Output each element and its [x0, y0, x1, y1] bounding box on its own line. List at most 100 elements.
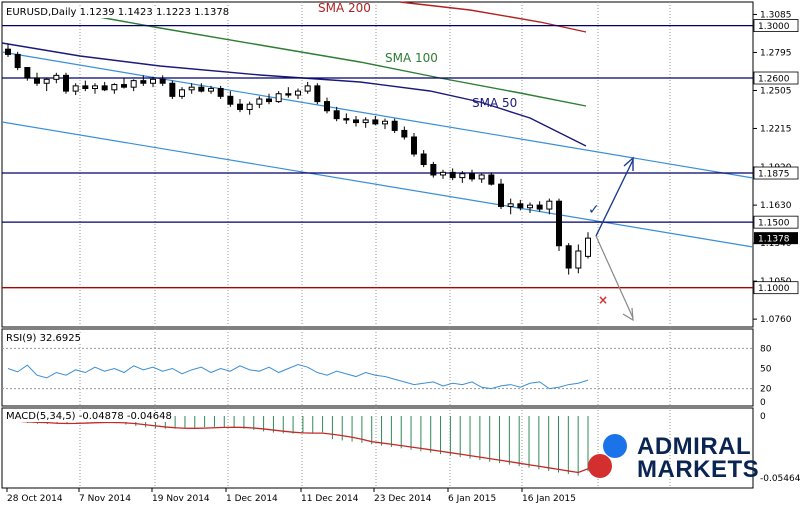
candle-body — [343, 118, 350, 121]
candle-body — [440, 171, 446, 176]
x-axis-date-label: 19 Nov 2014 — [152, 494, 210, 504]
sma200-label: SMA 200 — [318, 1, 371, 15]
x-axis-date-label: 1 Dec 2014 — [226, 494, 278, 504]
x-axis-date-label: 11 Dec 2014 — [301, 494, 359, 504]
level-price-label: 1.1000 — [758, 284, 790, 294]
price-tick-label: 1.0760 — [760, 315, 792, 325]
channel-upper-line — [1, 51, 754, 179]
candle-body — [24, 67, 31, 79]
candle-body — [198, 86, 205, 92]
rsi-tick-label: 80 — [760, 344, 772, 354]
candle-body — [101, 85, 108, 91]
level-price-box — [753, 19, 799, 32]
channel-lower-line — [1, 121, 754, 248]
rsi-tick-label: 20 — [760, 385, 772, 395]
candle-body — [382, 120, 388, 125]
candle-body — [43, 78, 50, 84]
candle-body — [150, 78, 156, 84]
current-price-label: 1.1378 — [758, 235, 790, 245]
candle-body — [527, 204, 533, 209]
candle-body — [72, 85, 79, 92]
x-axis-date-label: 23 Dec 2014 — [374, 494, 432, 504]
rsi-tick-label: 0 — [760, 398, 766, 408]
candle-body — [295, 90, 301, 96]
macd-tick-label: -0.05464 — [760, 474, 800, 484]
candle-body — [536, 204, 543, 210]
x-axis-date-label: 6 Jan 2015 — [448, 494, 496, 504]
bearish-arrow-head — [622, 307, 634, 322]
bullish-scenario-arrow — [595, 159, 634, 237]
x-axis-date-label: 28 Oct 2014 — [7, 494, 63, 504]
chart-header: EURUSD,Daily 1.1239 1.1423 1.1223 1.1378 — [4, 7, 232, 18]
candle-body — [401, 129, 408, 138]
price-tick-label: 1.2215 — [760, 124, 792, 134]
candle-body — [111, 84, 118, 91]
sma200-line — [399, 1, 587, 33]
candle-body — [159, 78, 166, 84]
candle-body — [140, 80, 147, 84]
logo-word-admiral: ADMIRAL — [637, 433, 752, 460]
candle-body — [324, 101, 330, 112]
candle-body — [362, 119, 369, 124]
candle-body — [333, 110, 340, 120]
candle-body — [188, 86, 195, 91]
candle-body — [34, 77, 40, 84]
candle-body — [507, 203, 514, 207]
rsi-line — [7, 363, 589, 390]
candle-body — [5, 48, 11, 55]
candle-body — [575, 250, 582, 269]
candle-body — [92, 85, 98, 89]
candle-body — [459, 173, 466, 179]
candle-body — [169, 82, 176, 97]
main-panel-frame — [1, 1, 754, 328]
rsi-header: RSI(9) 32.6925 — [4, 333, 83, 344]
bullish-arrow-head — [623, 156, 634, 171]
level-price-box — [753, 71, 799, 85]
level-price-label: 1.3000 — [758, 22, 790, 32]
candle-body — [420, 153, 427, 165]
level-price-box — [753, 281, 799, 295]
x-axis-date-label: 7 Nov 2014 — [79, 494, 131, 504]
candle-body — [227, 95, 234, 105]
candle-body — [285, 93, 292, 96]
price-tick-label: 1.2505 — [760, 86, 792, 96]
rsi-tick-label: 50 — [760, 365, 772, 375]
macd-tick-label: 0 — [760, 412, 766, 422]
candle-body — [430, 164, 437, 176]
admiral-markets-logo: ADMIRAL MARKETS — [585, 430, 760, 490]
sma100-line — [59, 9, 587, 107]
price-tick-label: 1.1630 — [760, 201, 792, 211]
candle-body — [314, 85, 321, 103]
candle-body — [63, 74, 69, 92]
rsi-panel-frame — [1, 328, 754, 407]
candle-body — [565, 245, 572, 269]
level-price-label: 1.2600 — [758, 75, 790, 85]
candle-body — [121, 84, 127, 88]
level-price-label: 1.1500 — [758, 219, 790, 229]
level-price-box — [753, 215, 799, 229]
price-tick-label: 1.3085 — [760, 10, 792, 20]
candle-body — [82, 85, 89, 89]
macd-signal-line — [7, 419, 589, 474]
logo-blue-dot — [603, 434, 627, 458]
candle-body — [179, 89, 185, 97]
bearish-cross-mark: × — [598, 293, 608, 307]
candle-body — [237, 103, 243, 110]
macd-header: MACD(5,34,5) -0.04878 -0.04648 — [4, 411, 174, 422]
sma50-label: SMA 50 — [472, 96, 517, 110]
candle-body — [256, 98, 263, 105]
candle-body — [208, 87, 214, 92]
candle-body — [391, 120, 398, 131]
logo-word-markets: MARKETS — [637, 456, 760, 483]
candle-body — [353, 119, 359, 124]
bullish-check-mark: ✓ — [588, 202, 600, 218]
sma50-line — [1, 42, 587, 147]
current-price-box — [754, 232, 798, 245]
candle-body — [266, 98, 272, 103]
candle-body — [556, 200, 562, 247]
candle-body — [498, 183, 504, 207]
candle-body — [478, 174, 485, 180]
sma100-label: SMA 100 — [385, 51, 438, 65]
